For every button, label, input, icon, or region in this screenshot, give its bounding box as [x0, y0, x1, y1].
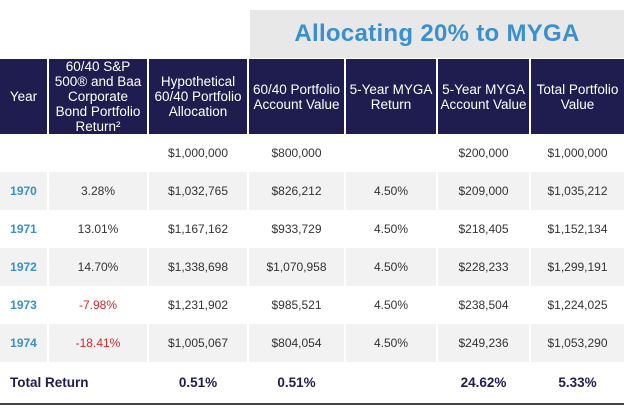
year-cell: 1971	[10, 222, 37, 236]
column-header: Year	[0, 59, 48, 134]
table-cell: $826,212	[247, 172, 345, 210]
table-cell: $985,521	[247, 286, 345, 324]
table-row: 1972 14.70% $1,338,698 $1,070,958 4.50% $228,…	[0, 248, 624, 286]
table-cell: 4.50%	[344, 172, 437, 210]
table-cell	[344, 134, 437, 172]
table-cell: -7.98%	[47, 286, 148, 324]
column-header: 60/40 Portfolio Account Value	[247, 59, 345, 134]
myga-allocation-banner: Allocating 20% to MYGA	[250, 10, 624, 58]
table-row: 1971 13.01% $1,167,162 $933,729 4.50% $218,40…	[0, 210, 624, 248]
table-cell: 4.50%	[344, 324, 437, 362]
table-cell: $1,152,134	[529, 210, 624, 248]
table-cell: $228,233	[436, 248, 530, 286]
table-cell: $249,236	[436, 324, 530, 362]
table-cell: $200,000	[436, 134, 530, 172]
total-return-label: Total Return	[0, 362, 148, 405]
table-row: $1,000,000 $800,000 $200,000 $1,000,000	[0, 134, 624, 172]
table-cell: $218,405	[436, 210, 530, 248]
total-cell	[344, 362, 437, 405]
column-header: Total Portfolio Value	[529, 59, 624, 134]
year-cell: 1974	[0, 324, 48, 362]
table-cell: 3.28%	[47, 172, 148, 210]
table-cell: 14.70%	[47, 248, 148, 286]
table-cell: 4.50%	[344, 286, 437, 324]
table-cell	[47, 134, 148, 172]
total-cell: 0.51%	[147, 362, 248, 405]
year-cell: 1973	[10, 298, 37, 312]
total-cell: 24.62%	[436, 362, 530, 405]
table-cell: $209,000	[436, 172, 530, 210]
table-cell: -18.41%	[47, 324, 148, 362]
table-cell: $1,000,000	[529, 134, 624, 172]
table-cell: $1,032,765	[147, 172, 248, 210]
table-cell: 13.01%	[47, 210, 148, 248]
total-cell: 5.33%	[529, 362, 624, 405]
table-cell: $1,053,290	[529, 324, 624, 362]
column-header: Hypothetical 60/40 Portfolio Allocation	[147, 59, 248, 134]
table-cell: 4.50%	[344, 210, 437, 248]
table-cell: $804,054	[247, 324, 345, 362]
table-row: 1974 -18.41% $1,005,067 $804,054 4.50% $249,2…	[0, 324, 624, 362]
year-cell: 1970	[0, 172, 48, 210]
table-cell: 4.50%	[344, 248, 437, 286]
column-header: 5-Year MYGA Account Value	[436, 59, 530, 134]
header-row: Year 60/40 S&P 500® and Baa Corporate Bon…	[0, 59, 624, 134]
table-cell: $238,504	[436, 286, 530, 324]
table-cell: $1,070,958	[247, 248, 345, 286]
table-row: 1970 3.28% $1,032,765 $826,212 4.50% $209,000…	[0, 172, 624, 210]
table-cell: $1,299,191	[529, 248, 624, 286]
table-cell: $800,000	[247, 134, 345, 172]
table-cell: $1,231,902	[147, 286, 248, 324]
table-cell: $1,035,212	[529, 172, 624, 210]
column-header: 5-Year MYGA Return	[344, 59, 437, 134]
year-cell	[0, 134, 48, 172]
table-cell: $933,729	[247, 210, 345, 248]
portfolio-table: Year 60/40 S&P 500® and Baa Corporate Bon…	[0, 59, 624, 405]
table-cell: $1,338,698	[147, 248, 248, 286]
table-cell: $1,167,162	[147, 210, 248, 248]
table-row: 1973 -7.98% $1,231,902 $985,521 4.50% $238,50…	[0, 286, 624, 324]
table-cell: $1,000,000	[147, 134, 248, 172]
total-return-row: Total Return 0.51% 0.51% 24.62% 5.33%	[0, 362, 624, 405]
total-cell: 0.51%	[247, 362, 345, 405]
table-cell: $1,005,067	[147, 324, 248, 362]
column-header: 60/40 S&P 500® and Baa Corporate Bond Po…	[47, 59, 148, 134]
year-cell: 1972	[0, 248, 48, 286]
table-cell: $1,224,025	[529, 286, 624, 324]
